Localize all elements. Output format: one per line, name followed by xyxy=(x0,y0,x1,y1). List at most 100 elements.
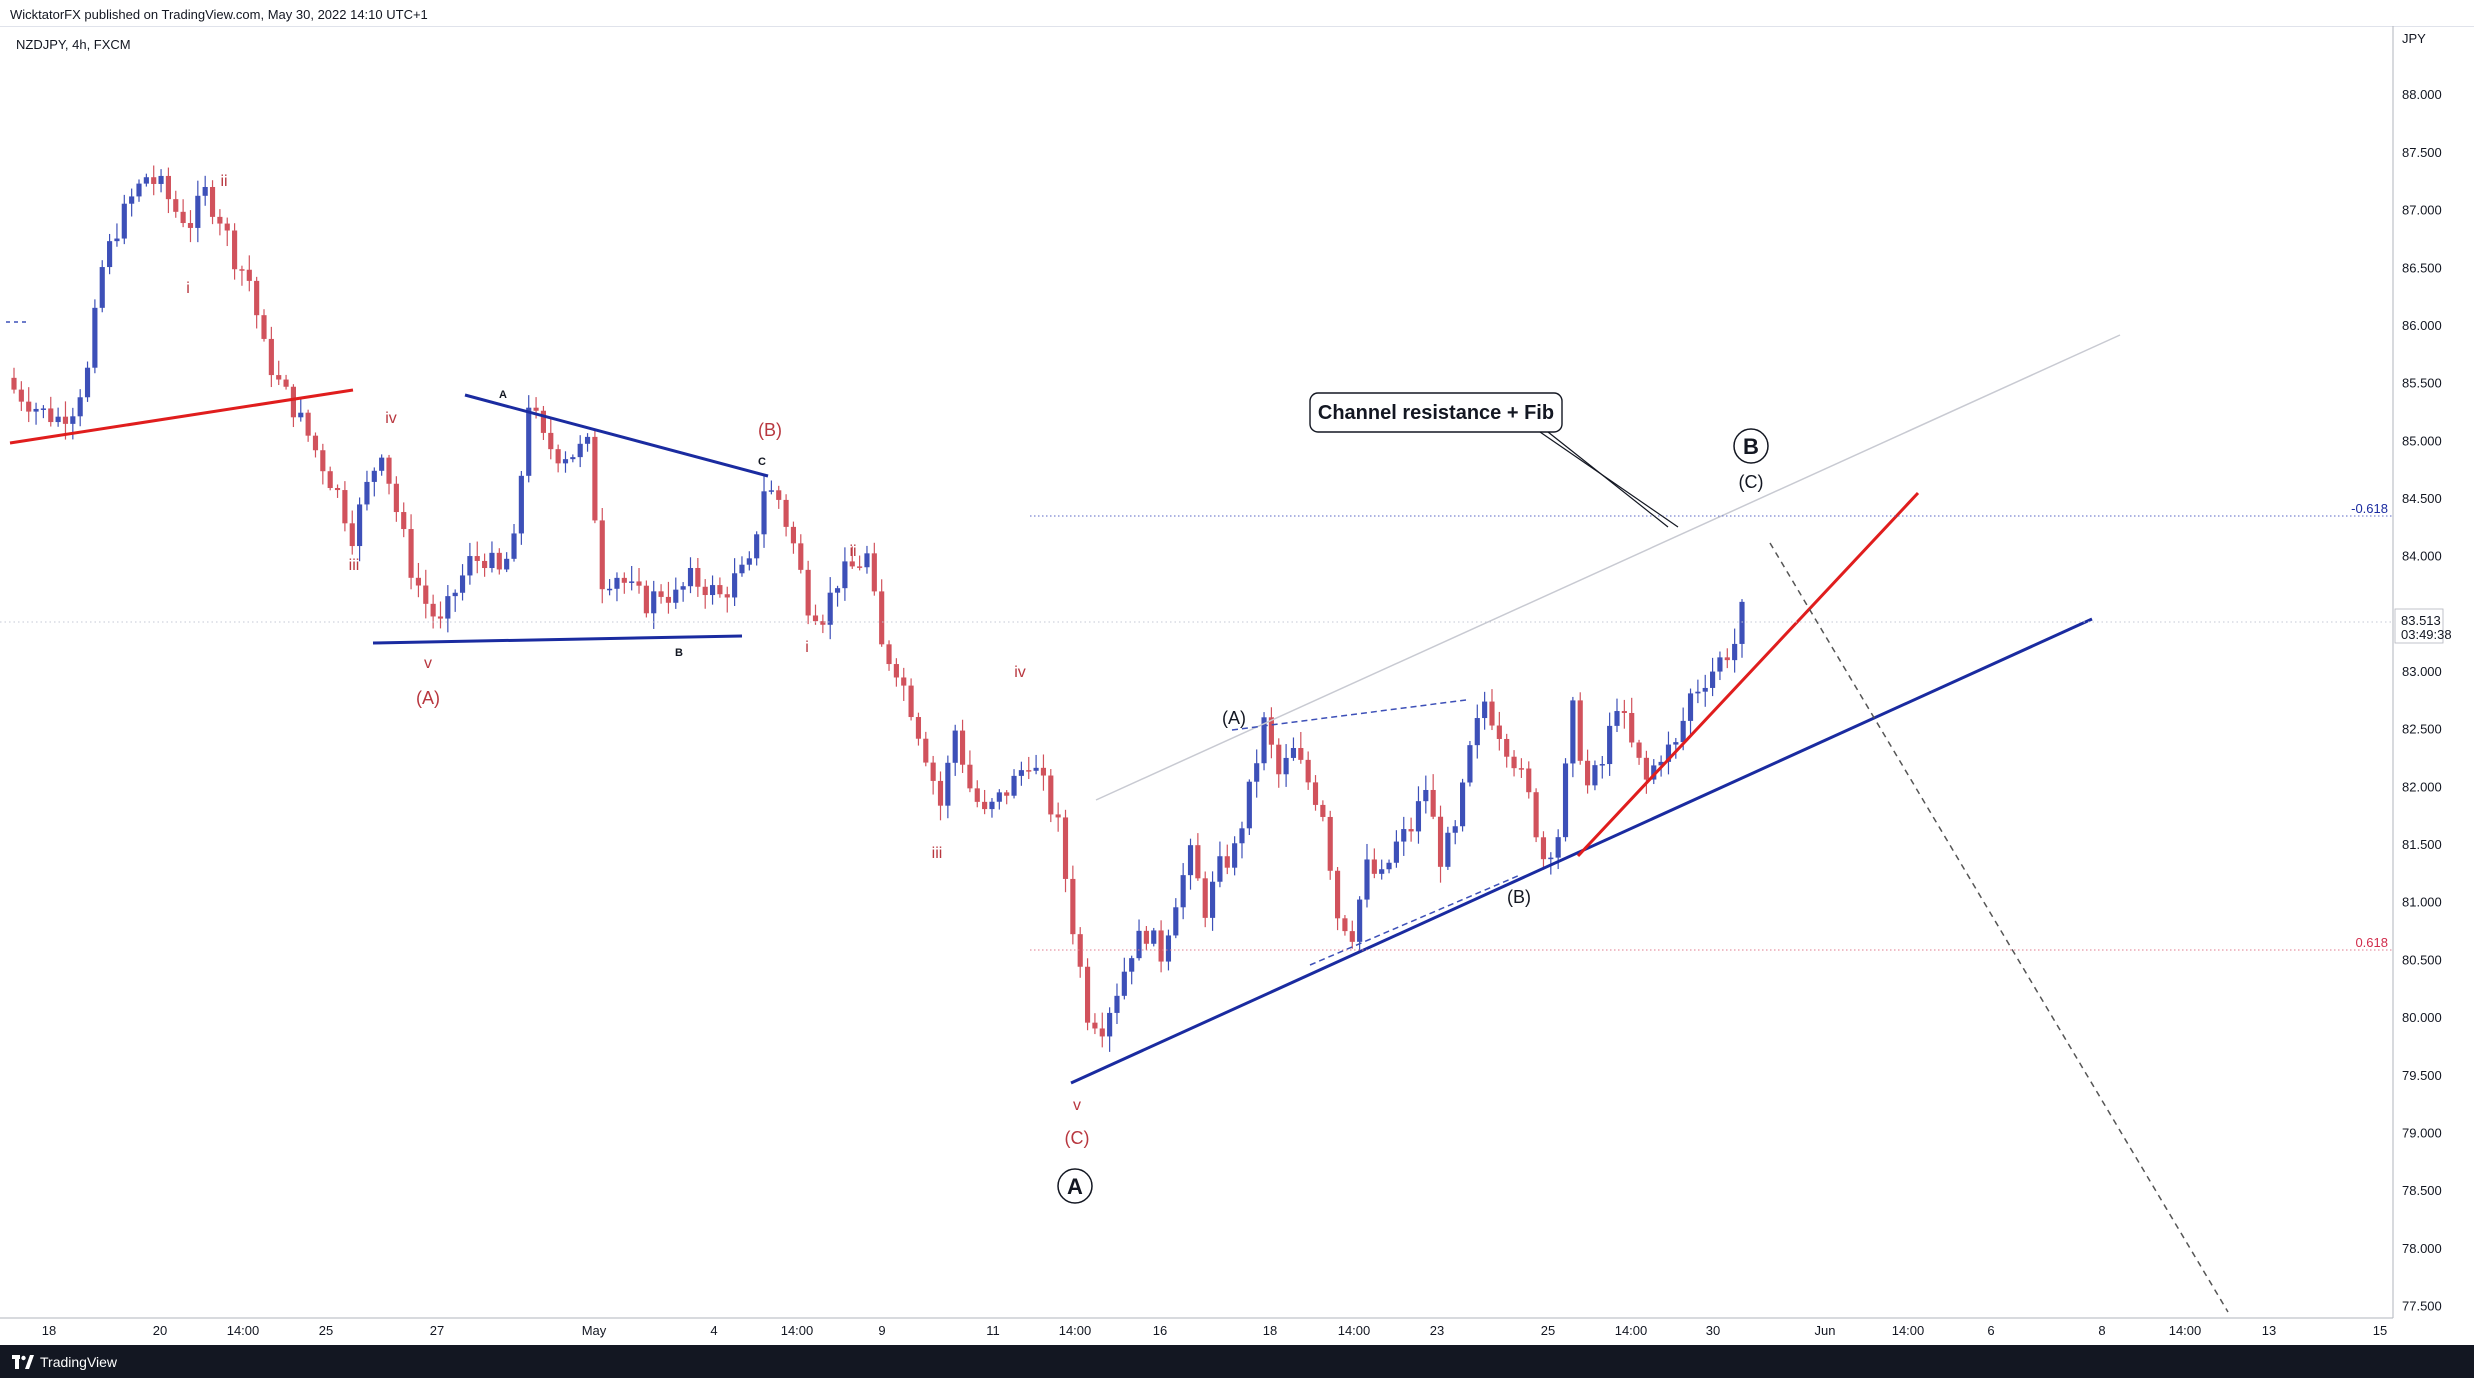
candle xyxy=(1430,774,1436,820)
candle xyxy=(651,580,657,629)
channel-resistance-line xyxy=(1095,334,2121,801)
candle xyxy=(33,402,39,425)
y-tick-label: 85.000 xyxy=(2402,433,2442,448)
candle xyxy=(1327,810,1333,880)
candle xyxy=(1224,844,1230,875)
candle xyxy=(1651,759,1657,785)
candle xyxy=(1062,809,1069,893)
candle xyxy=(143,173,149,187)
candle xyxy=(1467,740,1473,787)
candle xyxy=(1276,738,1282,788)
candle xyxy=(1261,712,1267,771)
candle xyxy=(334,484,341,498)
candle xyxy=(1187,838,1194,890)
candle xyxy=(151,165,157,196)
candle xyxy=(121,194,127,245)
y-tick-label: 78.500 xyxy=(2402,1183,2442,1198)
wave-label-A-paren-red: (A) xyxy=(416,688,440,708)
candle xyxy=(92,299,98,374)
candle xyxy=(584,433,591,452)
candle xyxy=(1143,926,1149,951)
candle xyxy=(474,541,480,574)
dashed-lower-a xyxy=(1309,874,1521,966)
candle xyxy=(761,475,767,548)
candle xyxy=(209,180,216,225)
candle xyxy=(254,276,260,329)
candle xyxy=(202,175,208,206)
candle xyxy=(1585,749,1591,794)
symbol-legend: NZDJPY, 4h, FXCM xyxy=(16,37,131,52)
candle xyxy=(1695,679,1701,704)
y-tick-label: 82.000 xyxy=(2402,779,2442,794)
time-axis[interactable]: 18 20 14:00 25 27 May 4 14:00 9 11 14:00 16 18 14:00 2… xyxy=(0,1317,2393,1338)
candle xyxy=(592,429,598,524)
candle xyxy=(1195,833,1201,881)
candle xyxy=(695,557,701,597)
dashed-upper-a xyxy=(1231,699,1467,731)
candle xyxy=(1614,698,1620,732)
candle xyxy=(526,395,532,483)
candle xyxy=(1526,761,1532,799)
candle xyxy=(1004,790,1010,805)
candle xyxy=(129,188,135,217)
y-tick-label: 78.000 xyxy=(2402,1241,2442,1256)
x-tick-label: 18 xyxy=(42,1323,56,1338)
candle xyxy=(445,585,451,633)
candle xyxy=(246,255,252,292)
candle xyxy=(261,309,267,342)
price-chart[interactable]: Channel resistance + Fib ii i iv iii v (… xyxy=(0,0,2474,1345)
candle xyxy=(1371,848,1377,879)
candle xyxy=(1482,691,1488,730)
candle xyxy=(18,381,24,411)
candle xyxy=(99,260,105,313)
candle xyxy=(224,217,230,247)
candle xyxy=(996,789,1002,810)
y-tick-label: 82.500 xyxy=(2402,722,2442,737)
candle xyxy=(1217,841,1223,888)
price-axis[interactable]: JPY 88.000 87.500 87.000 86.500 86.000 85.500… xyxy=(2392,26,2452,1318)
candle xyxy=(1290,737,1297,761)
candle xyxy=(1415,786,1422,844)
candle xyxy=(1033,754,1039,775)
candle xyxy=(945,755,951,819)
candle xyxy=(776,485,782,509)
footer: TradingView xyxy=(0,1345,2474,1378)
candle xyxy=(1732,628,1738,673)
candle xyxy=(371,467,377,497)
candle xyxy=(1239,821,1245,859)
candle xyxy=(621,572,627,594)
candle xyxy=(114,223,120,247)
circled-B-label: B xyxy=(1743,434,1759,459)
candle xyxy=(1165,929,1172,971)
candle xyxy=(570,454,576,463)
candle xyxy=(857,555,863,571)
candle xyxy=(1474,704,1480,759)
x-tick-label: 15 xyxy=(2373,1323,2387,1338)
y-tick-label: 80.000 xyxy=(2402,1010,2442,1025)
candle xyxy=(290,384,296,428)
wave-label-C-paren-red: (C) xyxy=(1065,1128,1090,1148)
candle xyxy=(709,575,716,605)
x-tick-label: 25 xyxy=(1541,1323,1555,1338)
candle xyxy=(1364,843,1370,908)
candle xyxy=(937,771,944,821)
x-tick-label: May xyxy=(582,1323,607,1338)
wave-label-iv-mid: iv xyxy=(1014,664,1026,681)
candle xyxy=(1349,920,1355,949)
candle xyxy=(614,572,620,602)
tradingview-logo[interactable]: TradingView xyxy=(12,1353,117,1371)
candle xyxy=(643,580,649,618)
candle xyxy=(40,405,46,419)
candle xyxy=(1386,859,1392,874)
candle xyxy=(1540,831,1547,870)
candle xyxy=(607,579,613,596)
candle xyxy=(1489,689,1495,731)
candle xyxy=(136,179,142,202)
candle xyxy=(430,594,436,629)
candle xyxy=(84,361,91,402)
candle xyxy=(173,190,179,218)
x-tick-label: 6 xyxy=(1987,1323,1994,1338)
bar-countdown: 03:49:38 xyxy=(2401,627,2452,642)
callout-box xyxy=(1309,392,1563,433)
wave-label-B-paren: (B) xyxy=(1507,887,1531,907)
